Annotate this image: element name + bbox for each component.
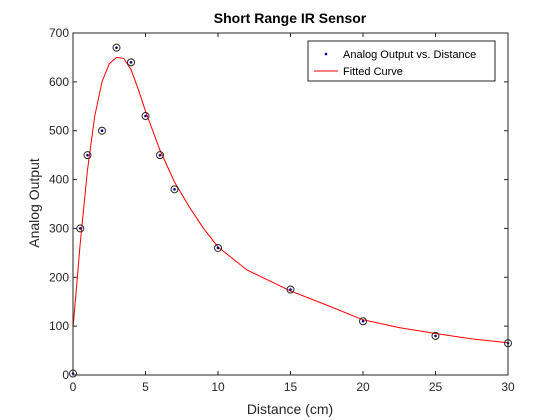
y-tick-label: 500 (49, 124, 69, 138)
data-point (361, 319, 365, 323)
fitted-curve-line (72, 56, 509, 344)
x-tick-label: 20 (356, 380, 370, 394)
data-point-ring (286, 285, 295, 294)
y-tick-label: 100 (49, 319, 69, 333)
x-tick-label: 10 (211, 380, 225, 394)
data-point-ring (83, 151, 92, 160)
x-tick-label: 25 (429, 380, 443, 394)
legend-scatter-marker (324, 52, 328, 56)
data-point-ring (214, 243, 222, 252)
legend-box (307, 40, 496, 82)
data-point-ring (156, 151, 164, 160)
plot-background (73, 33, 508, 375)
data-point-ring (170, 185, 179, 194)
data-point-ring (431, 331, 440, 340)
data-point (173, 188, 176, 191)
y-axis-label: Analog Output (26, 158, 42, 248)
data-point (100, 129, 104, 133)
y-tick-label: 300 (49, 221, 69, 235)
data-point (434, 334, 437, 338)
data-point-ring (112, 43, 121, 52)
legend: Analog Output vs. Distance Fitted Curve (307, 40, 496, 82)
y-tick-label: 400 (49, 173, 69, 187)
y-tick-label: 700 (49, 26, 69, 40)
legend-label-line: Fitted Curve (343, 66, 403, 78)
y-tick-label: 200 (49, 270, 69, 284)
legend-label-scatter: Analog Output vs. Distance (343, 49, 476, 61)
x-axis-label: Distance (cm) (247, 401, 333, 417)
data-point (144, 114, 147, 118)
data-point (129, 61, 133, 64)
chart-title: Short Range IR Sensor (214, 10, 367, 26)
data-point-ring (141, 112, 150, 121)
data-point (216, 246, 220, 250)
data-point (289, 288, 292, 291)
data-point-ring (359, 317, 367, 326)
x-tick-label: 30 (501, 380, 515, 394)
data-point-ring (127, 58, 135, 67)
data-point (78, 227, 82, 230)
data-point (158, 153, 162, 157)
x-tick-label: 5 (142, 380, 149, 394)
data-point (115, 46, 118, 49)
y-tick-label: 0 (62, 368, 69, 382)
data-point (86, 153, 89, 157)
x-tick-label: 15 (284, 380, 298, 394)
data-point-ring (98, 126, 106, 135)
x-tick-label: 0 (70, 380, 77, 394)
y-tick-label: 600 (49, 75, 69, 89)
